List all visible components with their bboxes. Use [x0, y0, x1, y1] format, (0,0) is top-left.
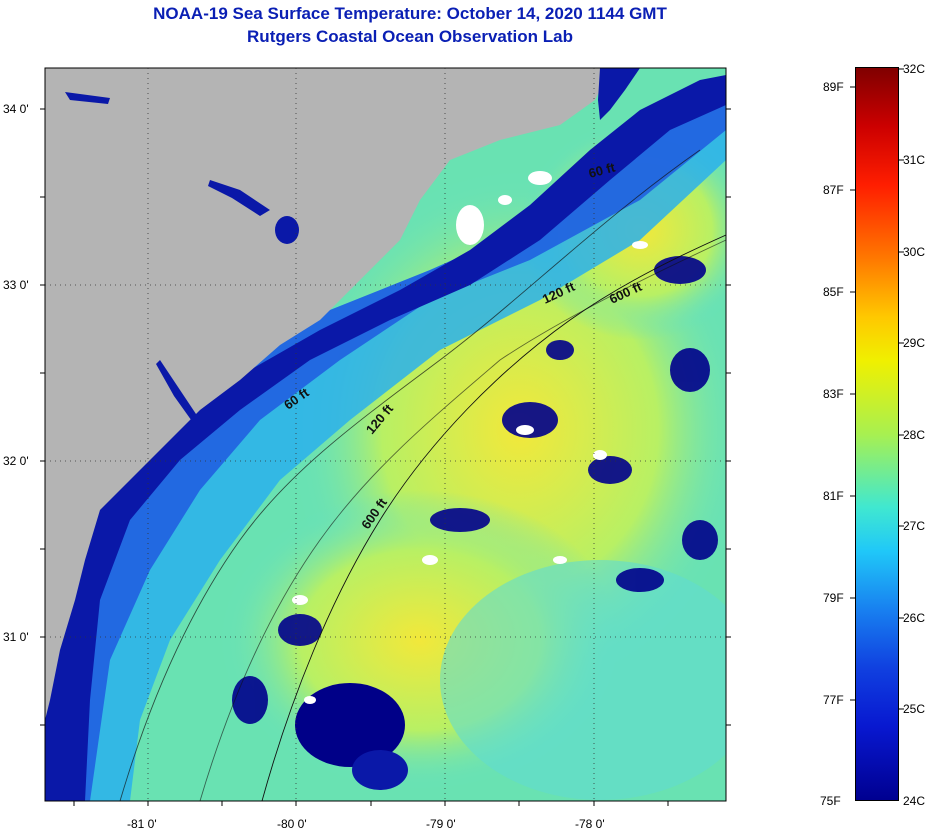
colorbar-f-85: 85F — [823, 285, 844, 299]
temperature-colorbar — [855, 67, 899, 801]
colorbar-c-25: 25C — [903, 702, 926, 716]
colorbar-c-27: 27C — [903, 519, 926, 533]
contour-label-60ft-north: 60 ft — [587, 159, 617, 181]
colorbar-c-24: 24C — [903, 794, 926, 808]
lon-label-81: -81 0' — [127, 817, 157, 831]
lat-label-32: 32 0' — [3, 454, 29, 468]
sst-field — [45, 68, 726, 801]
lat-label-34: 34 0' — [3, 102, 29, 116]
colorbar-c-32: 32C — [903, 62, 926, 76]
colorbar-f-89: 89F — [823, 80, 844, 94]
map-subtitle: Rutgers Coastal Ocean Observation Lab — [247, 27, 573, 46]
graticule — [45, 68, 726, 801]
tick-marks — [40, 108, 731, 806]
colorbar-c-31: 31C — [903, 153, 926, 167]
lon-label-80: -80 0' — [277, 817, 307, 831]
colorbar-f-75: 75F — [820, 794, 841, 808]
colorbar-f-83: 83F — [823, 387, 844, 401]
lon-label-78: -78 0' — [575, 817, 605, 831]
map-title: NOAA-19 Sea Surface Temperature: October… — [153, 4, 667, 23]
lat-label-31: 31 0' — [3, 630, 29, 644]
lat-label-33: 33 0' — [3, 278, 29, 292]
map-frame — [44, 67, 727, 802]
colorbar-c-29: 29C — [903, 336, 926, 350]
colorbar-c-30: 30C — [903, 245, 926, 259]
colorbar-c-26: 26C — [903, 611, 926, 625]
lon-label-79: -79 0' — [426, 817, 456, 831]
colorbar-f-87: 87F — [823, 183, 844, 197]
colorbar-f-77: 77F — [823, 693, 844, 707]
colorbar-c-28: 28C — [903, 428, 926, 442]
colorbar-f-79: 79F — [823, 591, 844, 605]
colorbar-f-81: 81F — [823, 489, 844, 503]
